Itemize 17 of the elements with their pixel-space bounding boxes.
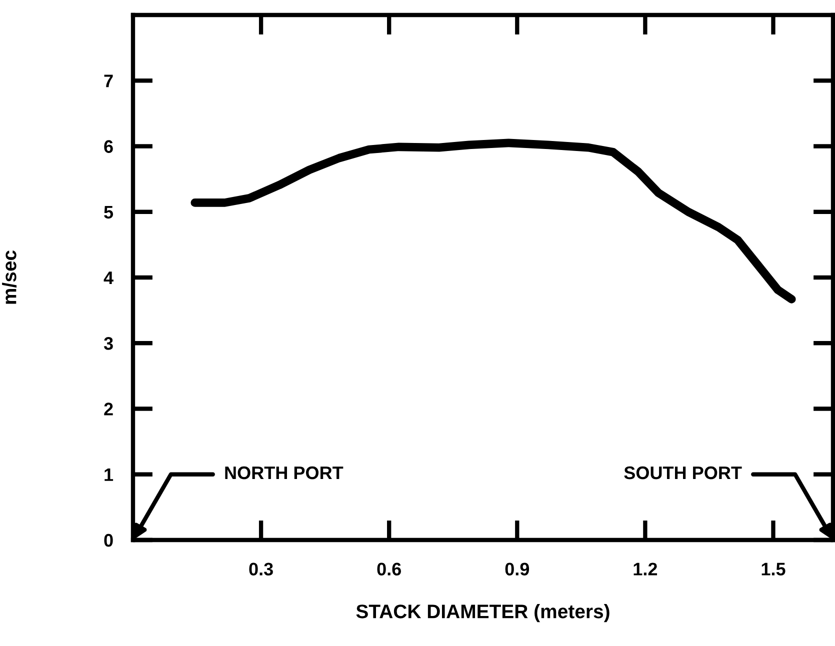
y-tick-label: 3 xyxy=(104,337,113,350)
y-tick-label: 0 xyxy=(104,534,113,547)
y-axis-title: m/sec xyxy=(2,250,17,304)
y-tick-label: 2 xyxy=(104,402,113,416)
y-tick-label: 4 xyxy=(104,272,114,284)
x-tick-label: 0.6 xyxy=(377,562,401,576)
annotation: SOUTH PORT xyxy=(624,466,742,480)
x-tick-label: 0.9 xyxy=(505,562,530,576)
x-axis-title: STACK DIAMETER (meters) xyxy=(356,604,610,622)
y-tick-label: 1 xyxy=(104,468,114,481)
annotation: NORTH PORT xyxy=(225,466,344,480)
y-tick-label: 6 xyxy=(104,140,113,153)
x-tick-label: 1.5 xyxy=(762,562,786,576)
x-tick-label: 1.2 xyxy=(634,562,658,576)
y-tick-label: 5 xyxy=(104,206,114,219)
x-tick-label: 0.3 xyxy=(249,562,273,576)
y-tick-label: 7 xyxy=(104,74,113,88)
